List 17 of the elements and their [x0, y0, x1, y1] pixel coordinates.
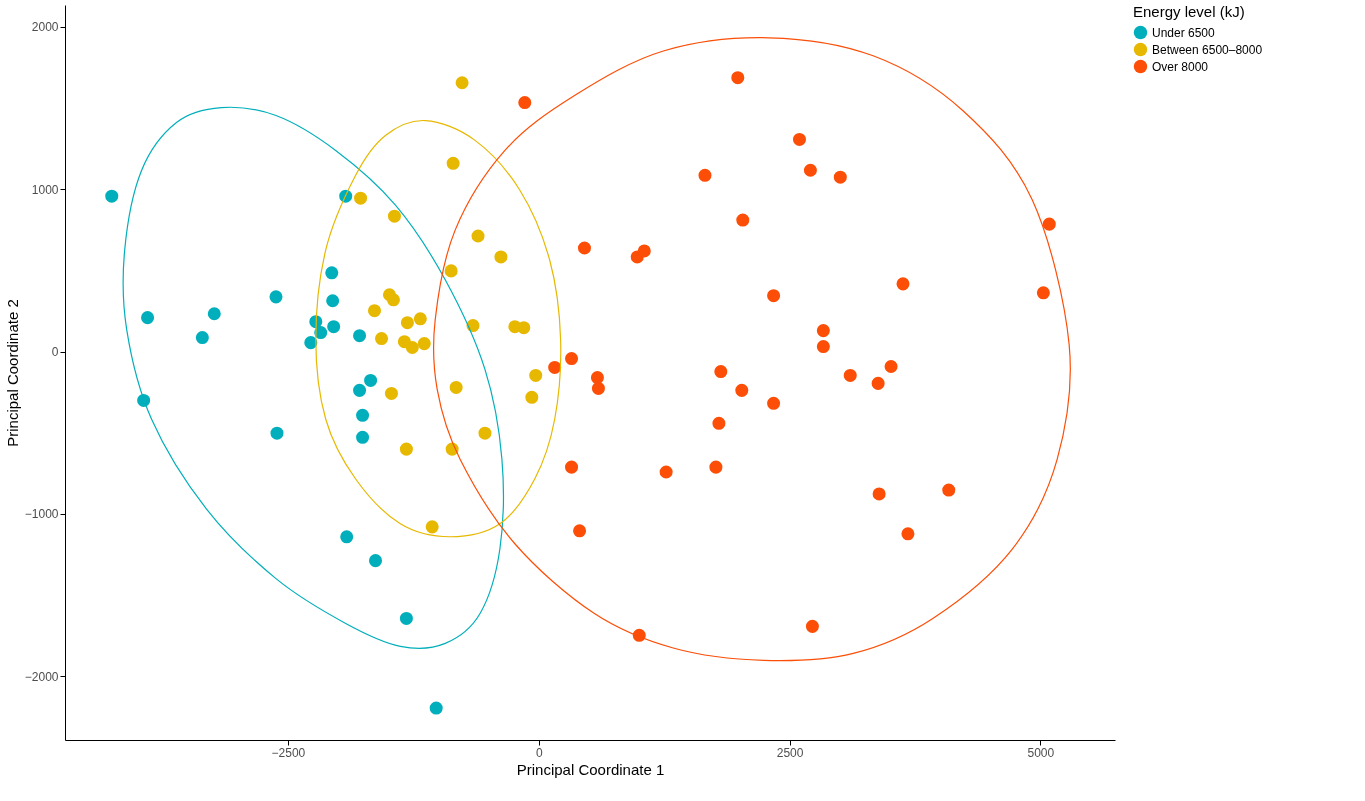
x-axis-title: Principal Coordinate 1 [516, 760, 665, 778]
legend-label: Between 6500–8000 [1152, 42, 1263, 57]
y-tick-label: 1000 [31, 182, 59, 197]
point [429, 701, 443, 715]
y-tick-label: −1000 [24, 507, 59, 522]
x-tick-label: 0 [535, 745, 543, 760]
legend-label: Over 8000 [1152, 59, 1209, 74]
x-tick-label: 2500 [776, 745, 804, 760]
x-tick-label: 5000 [1027, 745, 1055, 760]
y-tick-label: 2000 [31, 20, 59, 35]
y-tick-label: 0 [51, 345, 59, 360]
legend-label: Under 6500 [1152, 25, 1216, 40]
x-tick-label: −2500 [271, 745, 306, 760]
point [105, 189, 119, 203]
y-tick-label: −2000 [24, 669, 59, 684]
y-axis-title: Principal Coordinate 2 [3, 299, 21, 447]
legend-title: Energy level (kJ) [1133, 3, 1245, 20]
